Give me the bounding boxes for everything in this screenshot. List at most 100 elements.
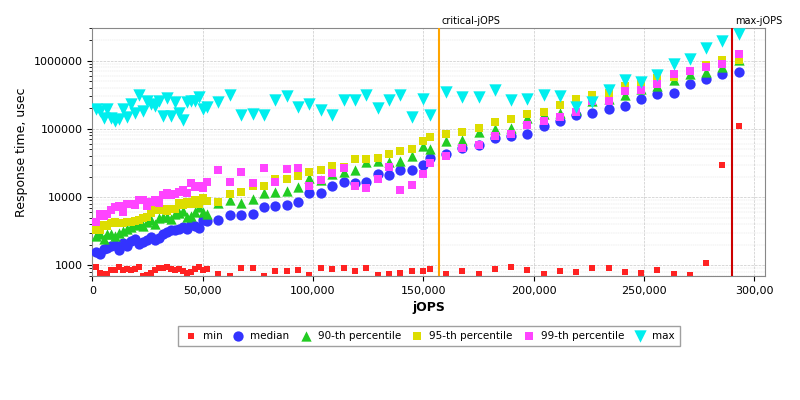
95-th percentile xyxy=(184,201,197,207)
99-th percentile xyxy=(349,183,362,190)
min xyxy=(472,271,485,278)
max xyxy=(371,105,384,112)
min xyxy=(234,265,247,272)
99-th percentile xyxy=(667,70,680,77)
95-th percentile xyxy=(337,164,350,170)
99-th percentile xyxy=(145,199,158,205)
max xyxy=(133,91,146,98)
99-th percentile xyxy=(292,164,305,171)
max xyxy=(521,95,534,102)
90-th percentile xyxy=(667,76,680,83)
median xyxy=(406,166,418,173)
99-th percentile xyxy=(505,131,518,137)
99-th percentile xyxy=(212,167,225,174)
median xyxy=(651,91,664,98)
99-th percentile xyxy=(732,51,745,57)
99-th percentile xyxy=(700,63,713,70)
95-th percentile xyxy=(472,125,485,132)
90-th percentile xyxy=(109,233,122,240)
max xyxy=(145,101,158,107)
99-th percentile xyxy=(97,213,110,219)
90-th percentile xyxy=(618,92,631,98)
95-th percentile xyxy=(716,57,729,64)
95-th percentile xyxy=(505,116,518,122)
99-th percentile xyxy=(634,87,647,94)
max xyxy=(716,38,729,44)
95-th percentile xyxy=(371,155,384,161)
99-th percentile xyxy=(113,203,126,209)
max xyxy=(360,92,373,98)
90-th percentile xyxy=(570,106,582,113)
95-th percentile xyxy=(651,75,664,81)
90-th percentile xyxy=(105,231,118,237)
median xyxy=(314,190,327,196)
median xyxy=(292,198,305,205)
median xyxy=(153,235,166,241)
median xyxy=(161,229,174,235)
90-th percentile xyxy=(201,211,214,217)
min xyxy=(101,271,114,277)
median xyxy=(188,222,201,229)
99-th percentile xyxy=(196,184,209,191)
median xyxy=(201,217,214,224)
max xyxy=(683,56,696,62)
90-th percentile xyxy=(382,158,395,165)
median xyxy=(417,162,430,168)
median xyxy=(121,242,134,249)
median xyxy=(173,226,186,232)
max xyxy=(651,72,664,78)
95-th percentile xyxy=(145,210,158,216)
min xyxy=(258,272,270,279)
min xyxy=(602,264,615,271)
95-th percentile xyxy=(326,163,338,169)
min xyxy=(269,268,282,274)
90-th percentile xyxy=(180,214,193,220)
min xyxy=(280,268,293,274)
99-th percentile xyxy=(417,171,430,177)
99-th percentile xyxy=(554,114,566,120)
median xyxy=(93,250,106,257)
90-th percentile xyxy=(371,158,384,164)
90-th percentile xyxy=(586,98,599,104)
max xyxy=(125,101,138,108)
max xyxy=(184,98,197,105)
max xyxy=(406,114,418,120)
90-th percentile xyxy=(212,199,225,206)
99-th percentile xyxy=(109,203,122,210)
median xyxy=(105,243,118,250)
max xyxy=(113,116,126,122)
median xyxy=(145,234,158,240)
median xyxy=(570,112,582,118)
95-th percentile xyxy=(440,130,453,137)
max xyxy=(188,98,201,105)
min xyxy=(188,266,201,272)
min xyxy=(109,267,122,274)
min xyxy=(169,267,182,273)
99-th percentile xyxy=(406,182,418,188)
max xyxy=(258,112,270,118)
min xyxy=(570,269,582,275)
95-th percentile xyxy=(360,156,373,162)
median xyxy=(137,239,150,245)
max xyxy=(176,117,189,123)
95-th percentile xyxy=(406,146,418,153)
max xyxy=(667,60,680,67)
max xyxy=(212,99,225,106)
max xyxy=(732,31,745,38)
95-th percentile xyxy=(101,222,114,229)
max xyxy=(602,87,615,94)
min xyxy=(137,273,150,279)
median xyxy=(382,172,395,178)
min xyxy=(93,270,106,276)
max xyxy=(180,99,193,105)
90-th percentile xyxy=(258,190,270,196)
90-th percentile xyxy=(125,224,138,230)
max xyxy=(382,97,395,103)
median xyxy=(109,242,122,248)
90-th percentile xyxy=(141,219,154,225)
99-th percentile xyxy=(521,122,534,128)
95-th percentile xyxy=(125,218,138,225)
90-th percentile xyxy=(406,153,418,159)
95-th percentile xyxy=(180,199,193,205)
max xyxy=(280,92,293,99)
